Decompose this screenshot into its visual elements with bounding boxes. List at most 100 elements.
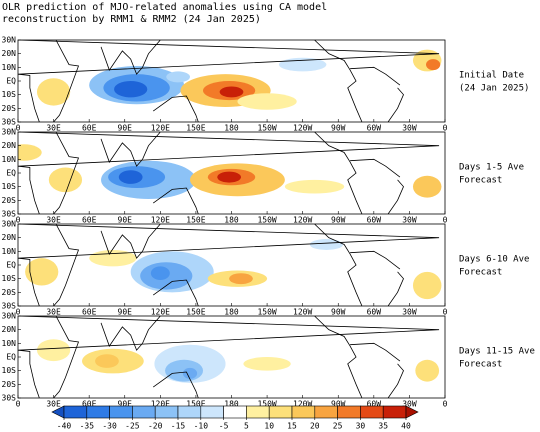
- anomaly-blob: [412, 175, 442, 198]
- lon-label: 120E: [151, 400, 170, 409]
- lon-label: 150E: [186, 400, 205, 409]
- lat-label: 10S: [2, 182, 17, 191]
- colorbar-label: 10: [264, 422, 274, 431]
- lon-label: 120W: [293, 400, 312, 409]
- coastline: [152, 371, 199, 398]
- lon-label: 30W: [402, 216, 417, 225]
- lon-label: 0: [16, 308, 21, 317]
- colorbar-label: -25: [125, 422, 140, 431]
- anomaly-blob: [95, 354, 119, 368]
- title-line: reconstruction by RMM1 & RMM2 (24 Jan 20…: [2, 14, 261, 25]
- lat-label: 30N: [2, 220, 17, 229]
- map-background: [18, 224, 445, 306]
- lon-label: 150E: [186, 124, 205, 133]
- lat-label: 20S: [2, 380, 17, 389]
- lon-label: 90E: [118, 216, 133, 225]
- lat-label: EQ: [6, 169, 16, 178]
- lon-label: 60E: [82, 308, 97, 317]
- lon-label: 0: [443, 216, 448, 225]
- anomaly-blob: [426, 59, 441, 71]
- colorbar-label: 40: [401, 422, 411, 431]
- anomaly-blob: [18, 144, 42, 161]
- coastline: [152, 95, 199, 122]
- colorbar-label: 35: [378, 422, 388, 431]
- anomaly-blob: [237, 93, 297, 110]
- lon-label: 30E: [46, 124, 61, 133]
- anomaly-blob: [48, 167, 83, 193]
- colorbar-box: [154, 405, 179, 419]
- map-panel: [18, 40, 445, 122]
- panel-label: Forecast: [459, 176, 502, 186]
- lon-label: 60W: [367, 400, 382, 409]
- coastline: [152, 279, 199, 306]
- lon-label: 180: [224, 124, 239, 133]
- lon-label: 150W: [257, 124, 276, 133]
- coastline: [18, 316, 440, 398]
- coastline: [152, 187, 199, 214]
- colorbar-label: -30: [102, 422, 117, 431]
- colorbar-box: [337, 405, 361, 419]
- lat-label: 10S: [2, 366, 17, 375]
- lat-label: 10S: [2, 90, 17, 99]
- lon-label: 90E: [118, 400, 133, 409]
- colorbar-box: [246, 405, 270, 419]
- coastline: [18, 40, 440, 122]
- lon-label: 60W: [367, 124, 382, 133]
- lat-label: 20S: [2, 196, 17, 205]
- map-background: [18, 316, 445, 398]
- coastline: [100, 316, 161, 351]
- colorbar-label: -10: [194, 422, 209, 431]
- lon-label: 120W: [293, 216, 312, 225]
- anomaly-blob: [182, 367, 198, 379]
- coastline: [387, 363, 404, 398]
- lon-label: 30W: [402, 400, 417, 409]
- lon-label: 60E: [82, 400, 97, 409]
- anomaly-blob: [309, 239, 343, 250]
- colorbar-label: 25: [333, 422, 343, 431]
- lat-label: 30S: [2, 394, 17, 403]
- coastline: [350, 158, 401, 178]
- lon-label: 180: [224, 400, 239, 409]
- coastline: [350, 250, 401, 270]
- anomaly-blob: [415, 359, 440, 382]
- lat-label: 30N: [2, 312, 17, 321]
- colorbar-box: [177, 405, 202, 419]
- panel-label: Forecast: [459, 268, 502, 278]
- coastline: [53, 316, 80, 398]
- lon-label: 150W: [257, 216, 276, 225]
- lon-label: 60E: [82, 216, 97, 225]
- lat-label: 10N: [2, 339, 17, 348]
- map-panel: [18, 224, 445, 306]
- lon-label: 120W: [293, 124, 312, 133]
- panel-label: Initial Date: [459, 71, 524, 81]
- lat-label: 20N: [2, 141, 17, 150]
- panel-label: (24 Jan 2025): [459, 84, 529, 94]
- lon-label: 30W: [402, 308, 417, 317]
- lat-label: 20S: [2, 288, 17, 297]
- panel-label: Days 11-15 Ave: [459, 347, 535, 357]
- colorbar-box: [200, 405, 224, 419]
- colorbar-label: -40: [57, 422, 72, 431]
- lon-label: 90W: [331, 400, 346, 409]
- anomaly-blob: [219, 86, 244, 98]
- lon-label: 150W: [257, 400, 276, 409]
- lon-label: 0: [443, 400, 448, 409]
- coastline: [18, 224, 440, 306]
- lon-label: 90W: [331, 124, 346, 133]
- coastline: [18, 132, 440, 214]
- colorbar-box: [360, 405, 384, 419]
- map-panel: [18, 316, 445, 398]
- colorbar-label: 30: [356, 422, 366, 431]
- coastline: [100, 224, 161, 259]
- lat-label: 10N: [2, 247, 17, 256]
- coastline: [53, 132, 80, 214]
- lon-label: 120E: [151, 124, 170, 133]
- lon-label: 90W: [331, 308, 346, 317]
- colorbar-label: -15: [171, 422, 186, 431]
- lon-label: 60W: [367, 308, 382, 317]
- lon-label: 0: [16, 216, 21, 225]
- panel-label: Days 6-10 Ave: [459, 255, 529, 265]
- lat-label: EQ: [6, 261, 16, 270]
- anomaly-blob: [284, 179, 345, 194]
- coastline: [314, 132, 363, 214]
